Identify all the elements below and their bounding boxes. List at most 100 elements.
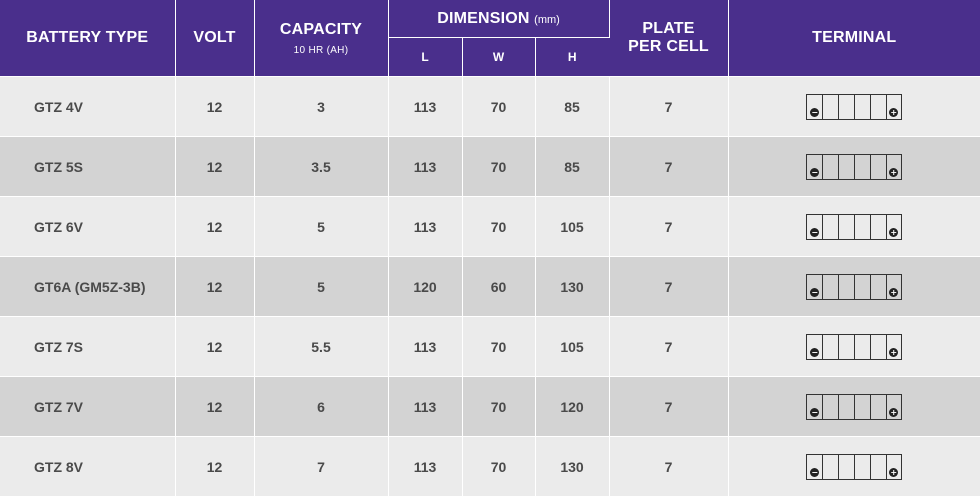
cell-divider [854,94,856,119]
positive-terminal-icon: + [889,107,899,117]
cell-length: 113 [388,376,463,437]
cell-terminal: − + [728,316,980,377]
cell-divider [870,454,872,479]
header-capacity-sub: 10 HR (AH) [293,44,349,56]
cell-divider [854,454,856,479]
cell-capacity: 3.5 [254,136,389,197]
cell-capacity: 7 [254,436,389,497]
cell-plates-per-cell: 7 [609,76,729,137]
cell-length: 113 [388,76,463,137]
cell-width: 70 [462,76,536,137]
cell-height: 105 [535,316,610,377]
cell-plates-per-cell: 7 [609,316,729,377]
cell-divider [886,154,888,179]
cell-height: 85 [535,136,610,197]
cell-divider [838,334,840,359]
table-row: GTZ 7V 12 6 113 70 120 7 − + [0,376,980,437]
cell-height: 105 [535,196,610,257]
header-plate-line1: PLATE [642,20,695,37]
cell-terminal: − + [728,196,980,257]
cell-volt: 12 [175,76,255,137]
cell-divider [822,394,824,419]
header-dim-h: H [535,37,610,77]
cell-divider [870,94,872,119]
cell-divider [838,154,840,179]
cell-capacity: 5 [254,256,389,317]
cell-divider [886,274,888,299]
terminal-layout-icon: − + [806,453,903,480]
cell-divider [886,394,888,419]
cell-length: 113 [388,136,463,197]
table-row: GT6A (GM5Z-3B) 12 5 120 60 130 7 − + [0,256,980,317]
cell-width: 70 [462,136,536,197]
negative-terminal-icon: − [810,347,820,357]
cell-length: 113 [388,196,463,257]
cell-height: 130 [535,436,610,497]
cell-divider [886,94,888,119]
table-row: GTZ 6V 12 5 113 70 105 7 − + [0,196,980,257]
header-capacity-label: CAPACITY [279,20,363,38]
header-battery-type-label: BATTERY TYPE [26,29,149,46]
positive-terminal-icon: + [889,287,899,297]
header-dim-h-label: H [567,50,577,64]
positive-terminal-icon: + [889,227,899,237]
terminal-layout-icon: − + [806,213,903,240]
cell-width: 60 [462,256,536,317]
cell-divider [870,394,872,419]
cell-terminal: − + [728,436,980,497]
cell-battery-type: GTZ 8V [0,436,176,497]
cell-length: 113 [388,316,463,377]
cell-volt: 12 [175,256,255,317]
cell-height: 130 [535,256,610,317]
cell-divider [886,214,888,239]
cell-divider [870,334,872,359]
terminal-layout-icon: − + [806,393,903,420]
negative-terminal-icon: − [810,107,820,117]
positive-terminal-icon: + [889,407,899,417]
cell-terminal: − + [728,256,980,317]
cell-volt: 12 [175,316,255,377]
cell-plates-per-cell: 7 [609,436,729,497]
cell-plates-per-cell: 7 [609,136,729,197]
negative-terminal-icon: − [810,227,820,237]
cell-width: 70 [462,436,536,497]
cell-divider [822,454,824,479]
cell-volt: 12 [175,136,255,197]
cell-divider [854,154,856,179]
cell-plates-per-cell: 7 [609,256,729,317]
cell-width: 70 [462,376,536,437]
cell-volt: 12 [175,196,255,257]
cell-capacity: 5 [254,196,389,257]
header-dim-l: L [388,37,463,77]
header-dimension-label: DIMENSION [437,9,530,27]
header-dimension: DIMENSION (mm) [388,0,610,38]
header-dim-l-label: L [421,50,429,64]
table-row: GTZ 7S 12 5.5 113 70 105 7 − + [0,316,980,377]
cell-divider [822,274,824,299]
cell-divider [838,214,840,239]
cell-divider [854,214,856,239]
terminal-layout-icon: − + [806,273,903,300]
header-battery-type: BATTERY TYPE [0,0,176,77]
positive-terminal-icon: + [889,167,899,177]
cell-terminal: − + [728,136,980,197]
header-plate-per-cell: PLATE PER CELL [609,0,729,77]
cell-terminal: − + [728,376,980,437]
negative-terminal-icon: − [810,167,820,177]
terminal-layout-icon: − + [806,333,903,360]
cell-divider [838,94,840,119]
cell-width: 70 [462,316,536,377]
cell-capacity: 6 [254,376,389,437]
cell-battery-type: GTZ 4V [0,76,176,137]
negative-terminal-icon: − [810,407,820,417]
positive-terminal-icon: + [889,467,899,477]
cell-divider [822,94,824,119]
cell-volt: 12 [175,376,255,437]
cell-divider [838,274,840,299]
cell-divider [854,394,856,419]
table-body: GTZ 4V 12 3 113 70 85 7 − + GTZ 5S 12 3.… [0,76,980,497]
cell-divider [822,214,824,239]
table-row: GTZ 4V 12 3 113 70 85 7 − + [0,76,980,137]
cell-height: 120 [535,376,610,437]
